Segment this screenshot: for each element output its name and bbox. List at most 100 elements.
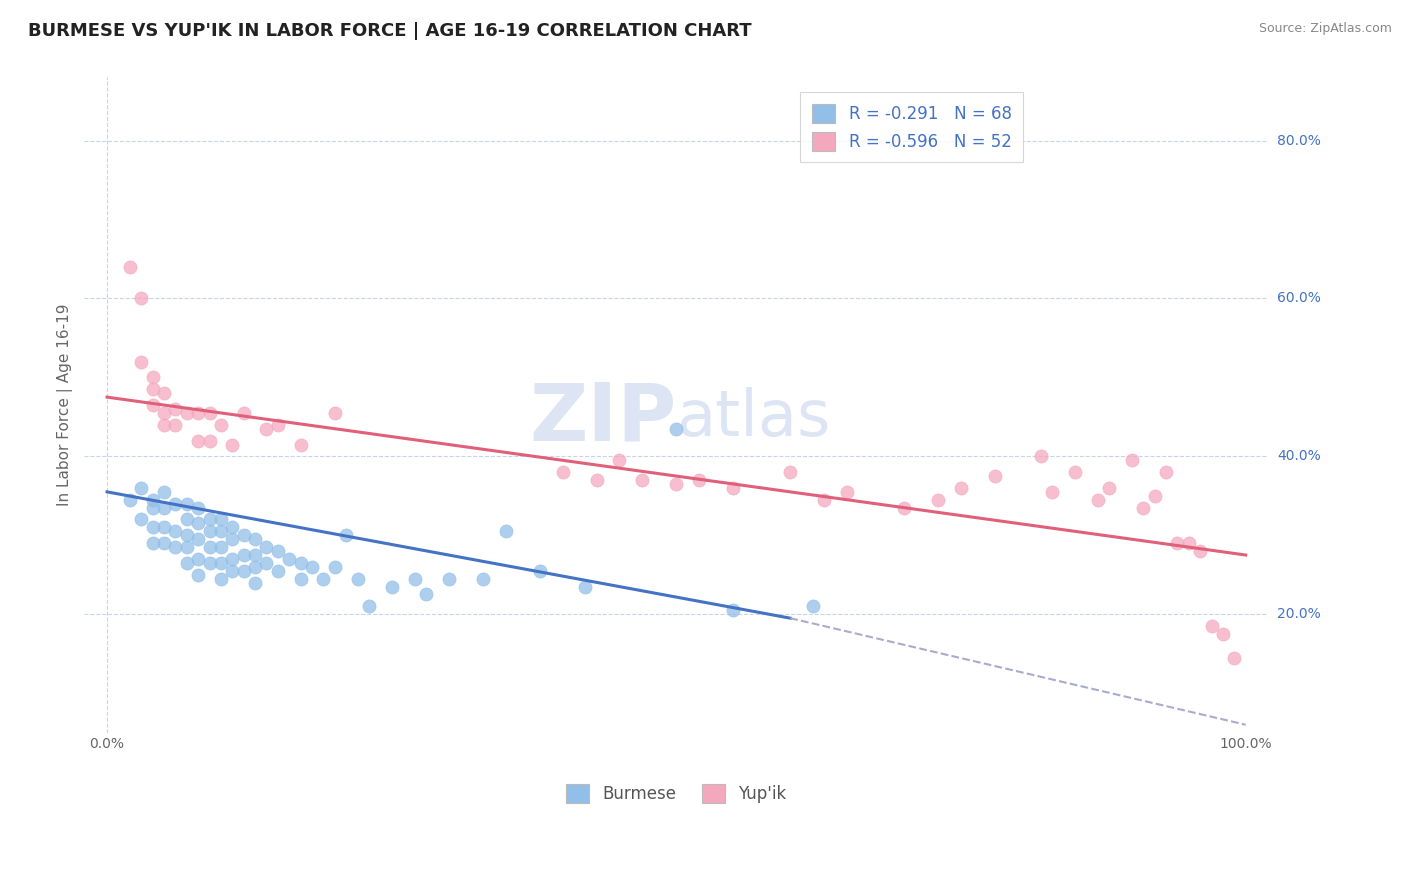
- Point: [153, 500, 176, 515]
- Point: [256, 540, 278, 554]
- Point: [187, 516, 209, 531]
- Point: [256, 556, 278, 570]
- Point: [209, 572, 232, 586]
- Point: [471, 572, 494, 586]
- Point: [187, 434, 209, 448]
- Point: [232, 406, 254, 420]
- Point: [142, 398, 165, 412]
- Point: [165, 417, 187, 432]
- Text: atlas: atlas: [676, 387, 831, 450]
- Point: [198, 512, 221, 526]
- Point: [187, 500, 209, 515]
- Point: [1087, 492, 1109, 507]
- Point: [209, 556, 232, 570]
- Point: [813, 492, 835, 507]
- Point: [153, 386, 176, 401]
- Text: 60.0%: 60.0%: [1277, 292, 1320, 305]
- Point: [290, 437, 312, 451]
- Point: [415, 587, 437, 601]
- Point: [153, 536, 176, 550]
- Point: [278, 552, 301, 566]
- Point: [209, 417, 232, 432]
- Point: [232, 548, 254, 562]
- Point: [665, 422, 688, 436]
- Legend: Burmese, Yup'ik: Burmese, Yup'ik: [557, 773, 797, 813]
- Point: [165, 524, 187, 539]
- Point: [837, 484, 859, 499]
- Point: [301, 559, 323, 574]
- Point: [609, 453, 631, 467]
- Point: [267, 564, 290, 578]
- Point: [232, 564, 254, 578]
- Text: 20.0%: 20.0%: [1277, 607, 1320, 621]
- Point: [209, 540, 232, 554]
- Point: [323, 559, 346, 574]
- Text: 80.0%: 80.0%: [1277, 134, 1320, 147]
- Point: [221, 552, 243, 566]
- Point: [267, 544, 290, 558]
- Point: [801, 599, 824, 614]
- Point: [142, 536, 165, 550]
- Point: [153, 520, 176, 534]
- Point: [323, 406, 346, 420]
- Point: [221, 564, 243, 578]
- Point: [665, 477, 688, 491]
- Point: [118, 260, 141, 274]
- Point: [165, 497, 187, 511]
- Point: [1132, 500, 1154, 515]
- Text: BURMESE VS YUP'IK IN LABOR FORCE | AGE 16-19 CORRELATION CHART: BURMESE VS YUP'IK IN LABOR FORCE | AGE 1…: [28, 22, 752, 40]
- Point: [187, 533, 209, 547]
- Point: [153, 406, 176, 420]
- Point: [723, 481, 745, 495]
- Point: [129, 512, 152, 526]
- Point: [142, 520, 165, 534]
- Point: [723, 603, 745, 617]
- Point: [574, 580, 596, 594]
- Point: [187, 552, 209, 566]
- Point: [232, 528, 254, 542]
- Point: [585, 473, 607, 487]
- Point: [1029, 450, 1052, 464]
- Point: [176, 512, 198, 526]
- Point: [267, 417, 290, 432]
- Point: [984, 469, 1007, 483]
- Point: [404, 572, 426, 586]
- Point: [187, 406, 209, 420]
- Point: [176, 528, 198, 542]
- Point: [256, 422, 278, 436]
- Point: [1121, 453, 1143, 467]
- Point: [1098, 481, 1121, 495]
- Point: [1212, 627, 1234, 641]
- Point: [176, 540, 198, 554]
- Point: [346, 572, 368, 586]
- Point: [290, 572, 312, 586]
- Point: [1223, 650, 1246, 665]
- Point: [893, 500, 915, 515]
- Point: [243, 559, 266, 574]
- Point: [142, 492, 165, 507]
- Point: [688, 473, 710, 487]
- Point: [209, 512, 232, 526]
- Point: [221, 533, 243, 547]
- Point: [129, 354, 152, 368]
- Point: [198, 540, 221, 554]
- Point: [357, 599, 380, 614]
- Point: [631, 473, 654, 487]
- Point: [129, 481, 152, 495]
- Point: [1143, 489, 1166, 503]
- Point: [176, 497, 198, 511]
- Point: [243, 533, 266, 547]
- Point: [243, 575, 266, 590]
- Point: [165, 540, 187, 554]
- Point: [1040, 484, 1063, 499]
- Point: [1201, 619, 1223, 633]
- Point: [198, 406, 221, 420]
- Point: [312, 572, 335, 586]
- Point: [551, 465, 574, 479]
- Point: [198, 434, 221, 448]
- Text: 40.0%: 40.0%: [1277, 450, 1320, 463]
- Point: [142, 382, 165, 396]
- Text: Source: ZipAtlas.com: Source: ZipAtlas.com: [1258, 22, 1392, 36]
- Point: [1166, 536, 1188, 550]
- Point: [779, 465, 801, 479]
